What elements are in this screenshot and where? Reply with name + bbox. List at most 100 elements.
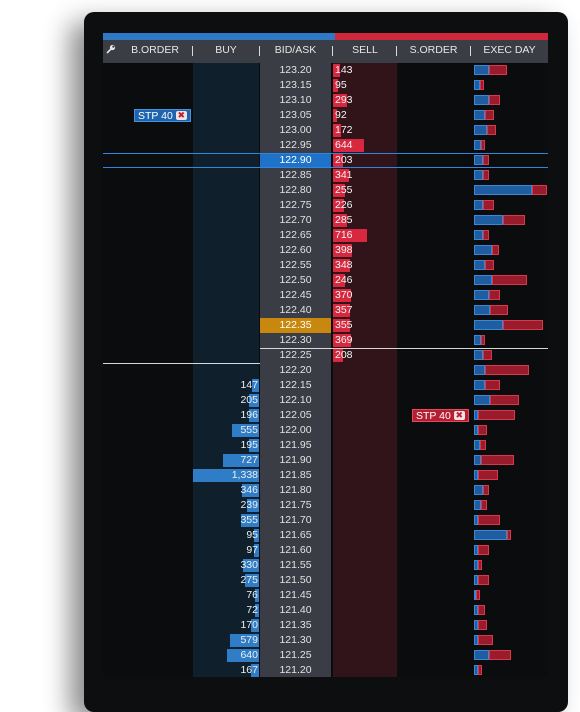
price-cell[interactable]: 121.75 xyxy=(279,499,312,511)
ladder-row[interactable]: 579 121.30 xyxy=(103,633,548,648)
buy-quantity[interactable]: 195 xyxy=(240,439,258,451)
buy-quantity[interactable]: 76 xyxy=(246,589,258,601)
sell-quantity[interactable]: 398 xyxy=(335,244,353,256)
price-cell[interactable]: 122.70 xyxy=(279,214,312,226)
cancel-buy-stop-x-icon[interactable]: ✖ xyxy=(175,110,187,120)
buy-quantity[interactable]: 167 xyxy=(240,664,258,676)
price-cell[interactable]: 121.25 xyxy=(279,649,312,661)
ladder-row[interactable]: 555 122.00 xyxy=(103,423,548,438)
price-cell[interactable]: 123.00 xyxy=(279,124,312,136)
price-cell[interactable]: 122.50 xyxy=(279,274,312,286)
price-cell[interactable]: 121.40 xyxy=(279,604,312,616)
wrench-icon[interactable] xyxy=(106,44,116,54)
buy-quantity[interactable]: 355 xyxy=(240,514,258,526)
price-cell[interactable]: 121.30 xyxy=(279,634,312,646)
buy-quantity[interactable]: 1,338 xyxy=(231,469,258,481)
header-sell-order[interactable]: S.ORDER xyxy=(409,44,458,56)
ladder-row[interactable]: 640 121.25 xyxy=(103,648,548,663)
header-exec-day[interactable]: EXEC DAY xyxy=(483,44,536,56)
header-sell[interactable]: SELL xyxy=(352,44,378,56)
price-cell[interactable]: 122.85 xyxy=(279,169,312,181)
ladder-row[interactable]: 122.95 644 xyxy=(103,138,548,153)
buy-quantity[interactable]: 97 xyxy=(246,544,258,556)
ladder-row[interactable]: 95 121.65 xyxy=(103,528,548,543)
ladder-row[interactable]: 122.65 716 xyxy=(103,228,548,243)
sell-quantity[interactable]: 293 xyxy=(335,94,353,106)
buy-quantity[interactable]: 346 xyxy=(240,484,258,496)
sell-quantity[interactable]: 203 xyxy=(335,154,353,166)
ladder-row[interactable]: 97 121.60 xyxy=(103,543,548,558)
price-cell[interactable]: 121.60 xyxy=(279,544,312,556)
price-cell[interactable]: 122.10 xyxy=(279,394,312,406)
header-border-order[interactable]: B.ORDER xyxy=(131,44,179,56)
ladder-row[interactable]: 122.60 398 xyxy=(103,243,548,258)
price-cell[interactable]: 122.40 xyxy=(279,304,312,316)
price-cell[interactable]: 122.05 xyxy=(279,409,312,421)
ladder-row[interactable]: 195 121.95 xyxy=(103,438,548,453)
ladder-row[interactable]: 167 121.20 xyxy=(103,663,548,677)
ladder-row[interactable]: 123.00 172 xyxy=(103,123,548,138)
price-cell[interactable]: 121.70 xyxy=(279,514,312,526)
ladder-row[interactable]: 123.20 143 xyxy=(103,63,548,78)
ladder-row[interactable]: 72 121.40 xyxy=(103,603,548,618)
ladder-row[interactable]: 196 122.05 xyxy=(103,408,548,423)
sell-quantity[interactable]: 143 xyxy=(335,64,353,76)
ladder-row[interactable]: 330 121.55 xyxy=(103,558,548,573)
ladder-row[interactable]: 122.75 226 xyxy=(103,198,548,213)
sell-column[interactable] xyxy=(333,63,397,677)
ladder-row[interactable]: 122.40 357 xyxy=(103,303,548,318)
price-cell[interactable]: 122.75 xyxy=(279,199,312,211)
buy-stop-order[interactable]: STP 40 ✖ xyxy=(134,109,191,122)
sell-quantity[interactable]: 716 xyxy=(335,229,353,241)
price-cell[interactable]: 122.15 xyxy=(279,379,312,391)
buy-quantity[interactable]: 196 xyxy=(240,409,258,421)
price-cell[interactable]: 123.20 xyxy=(279,64,312,76)
cancel-sell-stop-x-icon[interactable]: ✖ xyxy=(453,410,465,420)
sell-quantity[interactable]: 357 xyxy=(335,304,353,316)
header-buy[interactable]: BUY xyxy=(215,44,237,56)
price-cell[interactable]: 122.95 xyxy=(279,139,312,151)
sell-quantity[interactable]: 172 xyxy=(335,124,353,136)
ladder-row[interactable]: 355 121.70 xyxy=(103,513,548,528)
price-cell[interactable]: 123.05 xyxy=(279,109,312,121)
buy-quantity[interactable]: 579 xyxy=(240,634,258,646)
price-cell[interactable]: 122.35 xyxy=(260,318,331,333)
price-cell[interactable]: 122.55 xyxy=(279,259,312,271)
price-cell[interactable]: 121.20 xyxy=(279,664,312,676)
buy-quantity[interactable]: 147 xyxy=(240,379,258,391)
sell-quantity[interactable]: 208 xyxy=(335,349,353,361)
sell-quantity[interactable]: 348 xyxy=(335,259,353,271)
ladder-row[interactable]: 122.85 341 xyxy=(103,168,548,183)
buy-quantity[interactable]: 95 xyxy=(246,529,258,541)
ladder-row[interactable]: 275 121.50 xyxy=(103,573,548,588)
ladder-row[interactable]: 170 121.35 xyxy=(103,618,548,633)
ladder-row[interactable]: 122.35 355 xyxy=(103,318,548,333)
price-cell[interactable]: 122.30 xyxy=(279,334,312,346)
price-cell[interactable]: 122.60 xyxy=(279,244,312,256)
price-cell[interactable]: 123.15 xyxy=(279,79,312,91)
ladder-row[interactable]: 346 121.80 xyxy=(103,483,548,498)
sell-stop-order[interactable]: STP 40 ✖ xyxy=(412,409,469,422)
price-cell[interactable]: 122.25 xyxy=(279,349,312,361)
price-cell[interactable]: 121.95 xyxy=(279,439,312,451)
ladder-row[interactable]: 122.20 xyxy=(103,363,548,378)
ladder-row[interactable]: 123.05 92 xyxy=(103,108,548,123)
sell-quantity[interactable]: 341 xyxy=(335,169,353,181)
ladder-row[interactable]: 122.80 255 xyxy=(103,183,548,198)
price-cell[interactable]: 123.10 xyxy=(279,94,312,106)
ladder-row[interactable]: 123.15 95 xyxy=(103,78,548,93)
ladder-row[interactable]: 122.30 369 xyxy=(103,333,548,348)
sell-quantity[interactable]: 369 xyxy=(335,334,353,346)
buy-quantity[interactable]: 170 xyxy=(240,619,258,631)
price-cell[interactable]: 121.85 xyxy=(279,469,312,481)
buy-quantity[interactable]: 205 xyxy=(240,394,258,406)
ladder-row[interactable]: 205 122.10 xyxy=(103,393,548,408)
ladder-row[interactable]: 147 122.15 xyxy=(103,378,548,393)
ladder-row[interactable]: 122.45 370 xyxy=(103,288,548,303)
ladder-row[interactable]: 122.55 348 xyxy=(103,258,548,273)
sell-quantity[interactable]: 370 xyxy=(335,289,353,301)
sell-quantity[interactable]: 285 xyxy=(335,214,353,226)
ladder-row[interactable]: 727 121.90 xyxy=(103,453,548,468)
buy-quantity[interactable]: 330 xyxy=(240,559,258,571)
price-cell[interactable]: 121.80 xyxy=(279,484,312,496)
